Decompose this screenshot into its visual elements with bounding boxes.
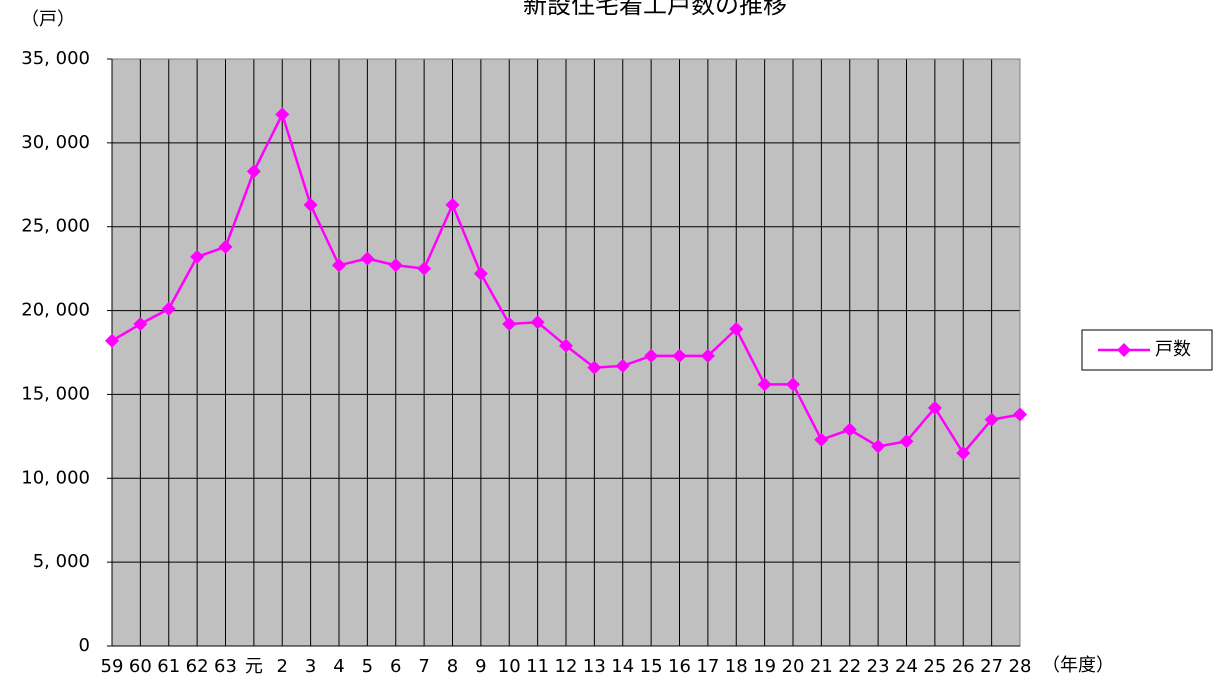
data-point: [445, 197, 460, 212]
x-tick-label: 25: [923, 656, 946, 677]
data-point: [246, 164, 261, 179]
x-tick-label: 8: [447, 656, 458, 677]
data-point: [218, 239, 233, 254]
x-tick-label: 24: [895, 656, 918, 677]
x-tick-label: 6: [390, 656, 401, 677]
legend-label: 戸数: [1155, 339, 1191, 360]
x-tick-label: 15: [640, 656, 663, 677]
y-tick-label: 15, 000: [21, 383, 90, 404]
x-tick-label: 14: [611, 656, 634, 677]
x-tick-label: 61: [157, 656, 180, 677]
y-tick-label: 0: [79, 635, 90, 656]
data-point: [275, 107, 290, 122]
x-tick-label: 3: [305, 656, 316, 677]
data-point: [672, 348, 687, 363]
data-point: [729, 322, 744, 337]
x-tick-label: 63: [214, 656, 237, 677]
data-point: [559, 338, 573, 353]
x-tick-label: 62: [186, 656, 209, 677]
y-tick-label: 5, 000: [33, 551, 90, 572]
data-point: [388, 258, 403, 273]
data-point: [105, 333, 119, 348]
data-point: [502, 316, 517, 331]
x-tick-label: 23: [867, 656, 890, 677]
data-point: [303, 197, 318, 212]
x-tick-label: 16: [668, 656, 691, 677]
data-point: [190, 249, 205, 264]
data-point: [161, 301, 176, 316]
legend-marker: [1117, 343, 1131, 357]
x-tick-label: 7: [418, 656, 429, 677]
x-axis-label: （年度）: [1042, 655, 1114, 676]
x-tick-label: 5: [362, 656, 373, 677]
data-point: [332, 258, 346, 273]
x-tick-label: 9: [475, 656, 486, 677]
data-point: [984, 412, 999, 427]
y-tick-label: 35, 000: [21, 48, 90, 69]
x-tick-label: 26: [952, 656, 975, 677]
x-tick-label: 10: [498, 656, 521, 677]
x-tick-label: 20: [782, 656, 805, 677]
data-point: [899, 434, 914, 449]
x-tick-label: 13: [583, 656, 606, 677]
x-tick-label: 4: [333, 656, 344, 677]
data-point: [700, 348, 715, 363]
data-point: [587, 360, 602, 375]
data-point: [133, 316, 148, 331]
x-tick-label: 22: [838, 656, 861, 677]
data-point: [644, 348, 659, 363]
x-tick-label: 27: [980, 656, 1003, 677]
data-point: [360, 251, 375, 266]
x-tick-label: 19: [753, 656, 776, 677]
y-tick-label: 25, 000: [21, 216, 90, 237]
y-tick-label: 20, 000: [21, 300, 90, 321]
chart-title: 新設住宅着工戸数の推移: [523, 0, 787, 19]
x-tick-label: 21: [810, 656, 833, 677]
data-point: [757, 377, 772, 392]
x-tick-label: 11: [526, 656, 549, 677]
data-point: [956, 446, 971, 461]
x-tick-label: 28: [1009, 656, 1032, 677]
x-tick-label: 2: [277, 656, 288, 677]
data-point: [842, 422, 857, 437]
y-tick-label: 10, 000: [21, 467, 90, 488]
y-tick-label: 30, 000: [21, 132, 90, 153]
data-point: [927, 400, 942, 415]
x-tick-label: 59: [101, 656, 124, 677]
data-point: [1013, 407, 1027, 422]
data-point: [615, 358, 630, 373]
data-point: [417, 261, 432, 276]
data-point: [814, 432, 829, 447]
data-point: [473, 266, 488, 281]
x-tick-label: 18: [725, 656, 748, 677]
x-tick-label: 元: [245, 656, 263, 677]
y-axis-label: （戸）: [21, 9, 75, 30]
data-point: [871, 439, 886, 454]
x-tick-label: 60: [129, 656, 152, 677]
data-point: [530, 315, 545, 330]
x-tick-label: 12: [555, 656, 578, 677]
x-tick-label: 17: [696, 656, 719, 677]
data-point: [786, 377, 800, 392]
